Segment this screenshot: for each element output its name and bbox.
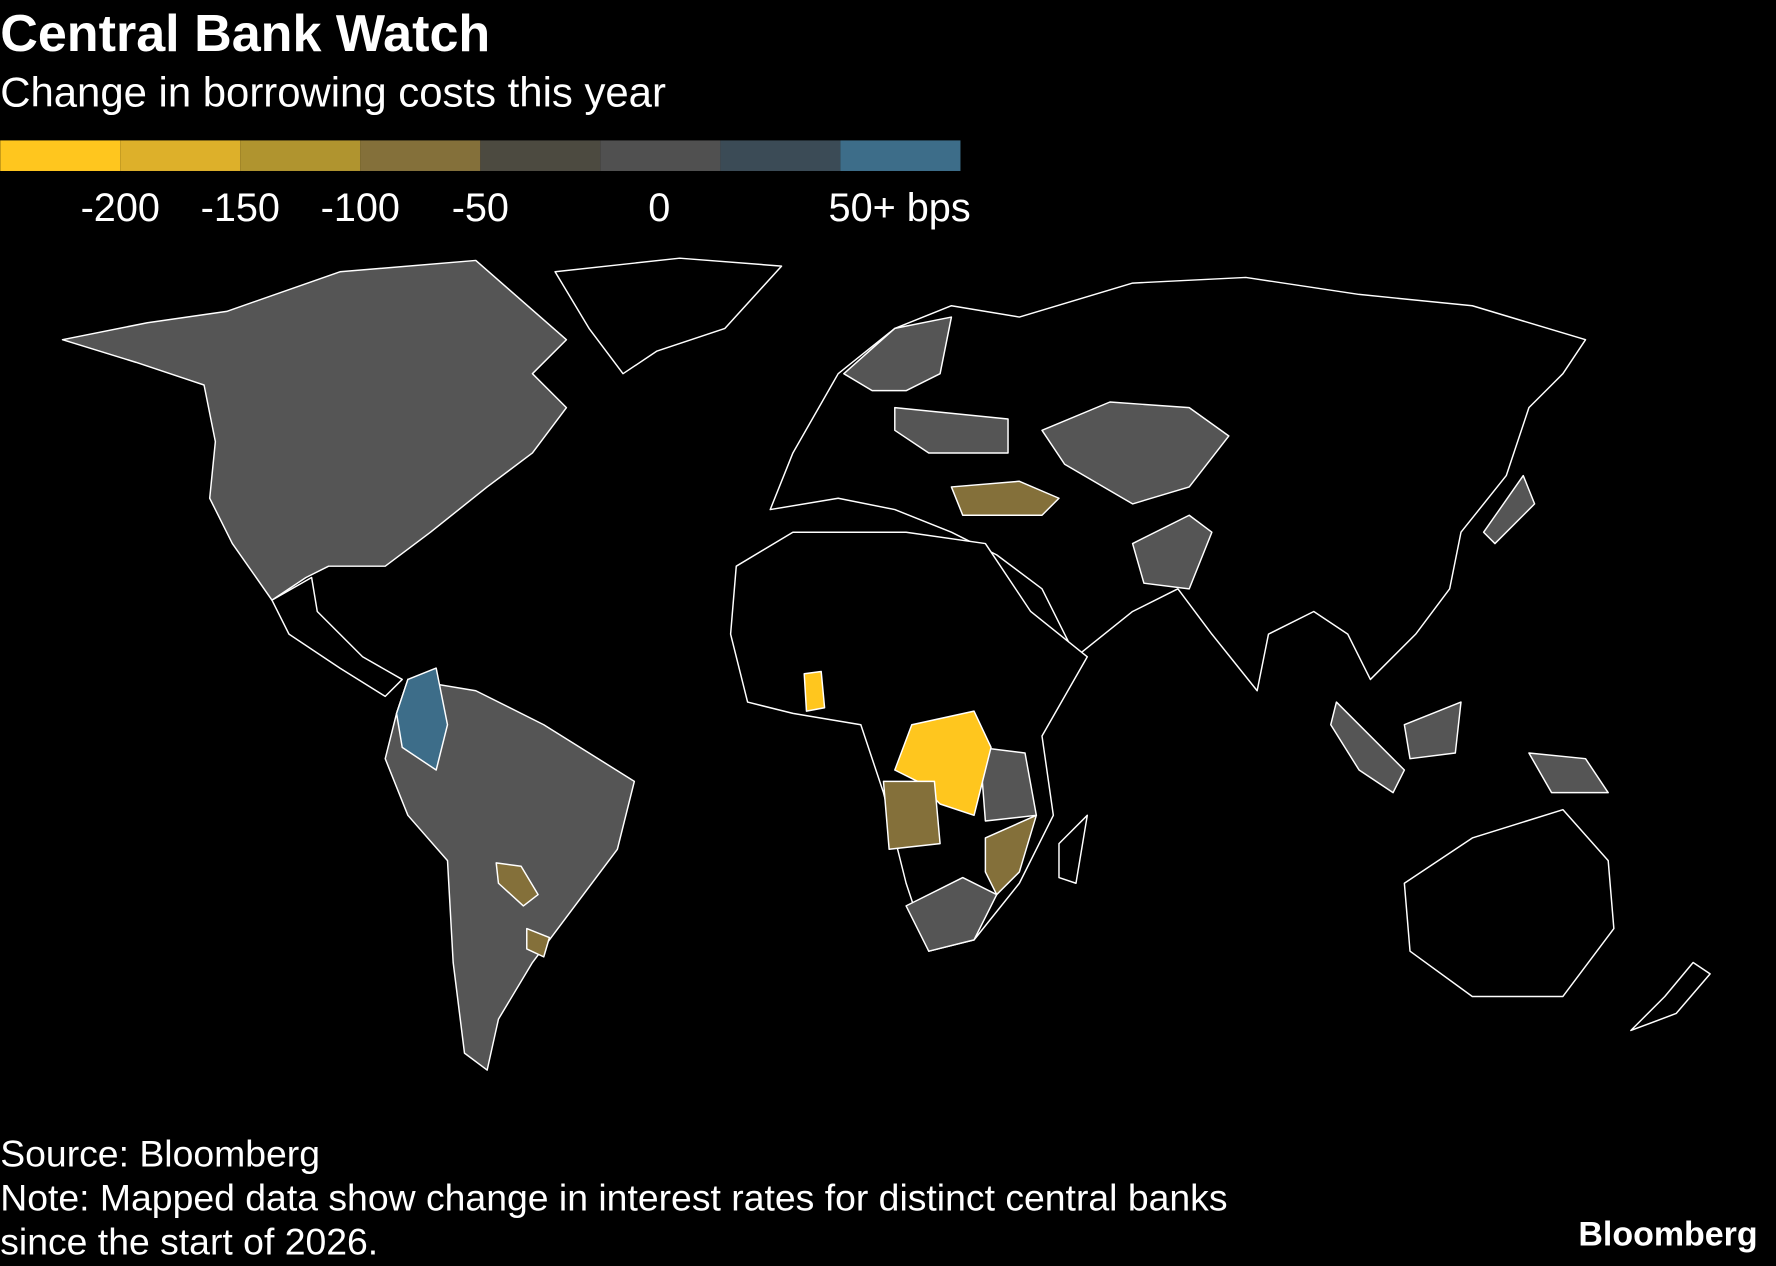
legend-swatch bbox=[120, 140, 241, 171]
world-map bbox=[61, 257, 1711, 1071]
legend-swatch bbox=[0, 140, 121, 171]
papua bbox=[1528, 752, 1609, 794]
angola bbox=[882, 780, 941, 851]
kazakhstan bbox=[1041, 401, 1230, 505]
dr-congo bbox=[894, 710, 992, 817]
madagascar bbox=[1058, 814, 1089, 884]
logo: Bloomberg bbox=[1578, 1216, 1757, 1254]
new-zealand bbox=[1630, 961, 1711, 1032]
legend-label: -50 bbox=[452, 186, 509, 230]
central-america bbox=[271, 576, 403, 698]
pakistan bbox=[1131, 514, 1213, 590]
scandinavia bbox=[843, 316, 953, 392]
legend-swatch bbox=[600, 140, 721, 171]
legend-label: -200 bbox=[81, 186, 160, 230]
title: Central Bank Watch bbox=[0, 5, 490, 63]
colombia bbox=[395, 667, 449, 771]
legend-swatch bbox=[480, 140, 601, 171]
legend-label: -100 bbox=[321, 186, 400, 230]
greenland bbox=[554, 257, 783, 375]
borneo bbox=[1403, 701, 1462, 760]
legend-label: -150 bbox=[201, 186, 280, 230]
turkey bbox=[950, 480, 1060, 516]
north-america bbox=[61, 259, 568, 601]
south-africa bbox=[905, 876, 998, 952]
uruguay bbox=[526, 927, 551, 958]
source: Source: Bloomberg bbox=[0, 1132, 320, 1174]
eastern-europe bbox=[894, 406, 1009, 454]
note: since the start of 2026. bbox=[0, 1221, 378, 1263]
legend-swatch bbox=[720, 140, 841, 171]
legend-swatch bbox=[840, 140, 961, 171]
subtitle: Change in borrowing costs this year bbox=[0, 68, 666, 115]
legend-label: 0 bbox=[648, 186, 670, 230]
japan bbox=[1482, 474, 1536, 545]
sumatra bbox=[1330, 701, 1406, 794]
ghana bbox=[803, 670, 826, 712]
mozambique bbox=[984, 814, 1038, 896]
legend-swatch bbox=[240, 140, 361, 171]
legend: -200 -150 -100 -50 0 50+ bps bbox=[0, 140, 971, 230]
note: Note: Mapped data show change in interes… bbox=[0, 1177, 1227, 1219]
legend-swatch bbox=[360, 140, 481, 171]
legend-label: 50+ bps bbox=[829, 186, 971, 230]
australia bbox=[1403, 808, 1615, 998]
paraguay bbox=[495, 862, 539, 907]
